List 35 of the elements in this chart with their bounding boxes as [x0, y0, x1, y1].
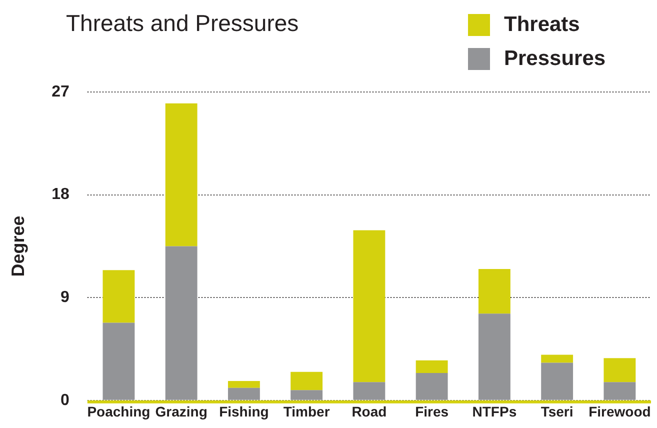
- x-tick-label: Tseri: [540, 404, 574, 420]
- x-tick-label: NTFPs: [472, 404, 517, 420]
- legend-label: Threats: [504, 13, 580, 37]
- bar: [102, 270, 135, 323]
- bar: [478, 269, 510, 314]
- bar: [290, 390, 323, 400]
- x-tick-label: Fires: [415, 404, 449, 420]
- chart-title: Threats and Pressures: [66, 10, 299, 37]
- bar: [604, 382, 636, 400]
- bar: [165, 103, 198, 246]
- bar: [228, 388, 260, 400]
- bar: [102, 322, 135, 400]
- bar: [478, 314, 510, 400]
- bar: [353, 382, 386, 400]
- bar: [228, 380, 260, 388]
- x-tick-label: Grazing: [155, 404, 208, 420]
- y-tick-label: 27: [52, 83, 70, 100]
- bar: [290, 372, 323, 390]
- y-tick-label: 18: [52, 186, 70, 204]
- x-tick-label: Fishing: [219, 404, 269, 420]
- legend-label: Pressures: [504, 47, 606, 71]
- bar: [541, 362, 574, 400]
- y-tick-label: 9: [60, 289, 70, 306]
- bar: [165, 246, 198, 400]
- x-tick-label: Timber: [283, 404, 330, 420]
- x-tick-label: Road: [352, 404, 387, 420]
- x-tick-label: Firewood: [588, 404, 651, 420]
- y-axis-title: Degree: [8, 216, 28, 277]
- x-tick-label: Poaching: [87, 404, 150, 420]
- bar: [604, 358, 636, 382]
- bar: [416, 360, 448, 373]
- bar: [353, 230, 386, 382]
- bar: [541, 354, 574, 363]
- y-tick-label: 0: [60, 392, 70, 409]
- bar: [416, 372, 448, 400]
